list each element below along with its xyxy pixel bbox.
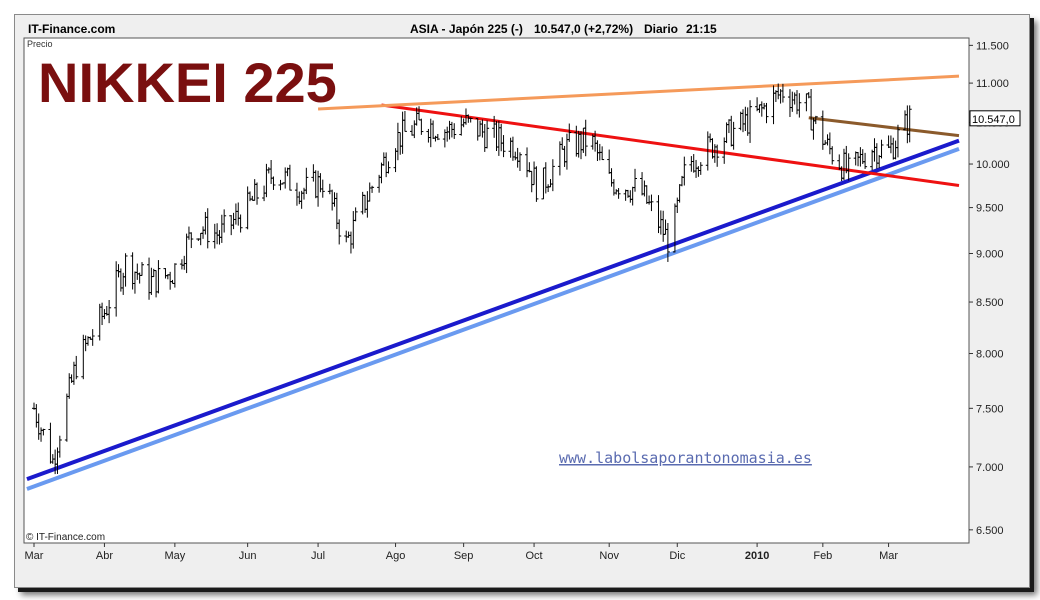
price-bar — [846, 153, 851, 181]
price-bar — [895, 124, 900, 158]
x-tick-label: 2010 — [745, 550, 769, 562]
price-bar — [485, 120, 490, 149]
trendline-short-brown — [808, 116, 960, 138]
price-bar — [90, 329, 95, 346]
price-bar — [731, 121, 736, 150]
price-bar — [830, 146, 835, 165]
price-bar — [57, 435, 62, 458]
price-bar — [255, 182, 260, 205]
price-bar — [600, 146, 605, 161]
price-bar — [649, 194, 654, 212]
y-tick-label: 9.000 — [976, 248, 1004, 260]
price-bar — [386, 161, 391, 174]
price-bar — [813, 115, 818, 125]
x-axis: Mar Abr May Jun Jul Ago Sep Oct Nov Dic 2010 Feb Mar — [25, 543, 898, 562]
price-bar — [764, 102, 769, 124]
price-bar — [633, 168, 638, 192]
price-bar — [353, 207, 358, 222]
y-tick-label: 7.500 — [976, 403, 1004, 415]
x-tick-label: Oct — [526, 550, 543, 562]
price-bar — [435, 133, 440, 141]
price-bar — [139, 262, 144, 276]
y-tick-label: 8.500 — [976, 297, 1004, 309]
time-label: 21:15 — [686, 22, 717, 36]
price-bar — [517, 152, 522, 171]
x-tick-label: Mar — [879, 550, 898, 562]
x-tick-label: May — [164, 550, 185, 562]
x-tick-label: Feb — [813, 550, 832, 562]
price-bar — [337, 219, 342, 245]
price-bar — [205, 208, 210, 249]
footer-credit: © IT-Finance.com — [26, 532, 105, 543]
price-bar — [583, 119, 588, 157]
x-tick-label: Nov — [599, 550, 619, 562]
price-bar — [534, 166, 539, 202]
price-bar — [879, 139, 884, 159]
trendline-support-light — [26, 147, 960, 491]
price-bars — [32, 83, 912, 475]
price-bar — [698, 162, 703, 175]
price-bar — [797, 93, 802, 118]
x-tick-label: Mar — [25, 550, 44, 562]
trendlines — [26, 74, 960, 491]
y-tick-label: 8.000 — [976, 349, 1004, 361]
price-bar — [419, 118, 424, 135]
price-bar — [452, 123, 457, 139]
price-bar — [41, 428, 46, 436]
x-tick-label: Ago — [386, 550, 406, 562]
price-bar — [74, 355, 79, 380]
instrument-label: ASIA - Japón 225 (-) — [410, 22, 523, 36]
quote-label: 10.547,0 (+2,72%) — [534, 22, 633, 36]
price-bar — [189, 232, 194, 249]
price-bar — [748, 100, 753, 143]
watermark-link[interactable]: www.labolsaporantonomasia.es — [559, 449, 812, 467]
price-bar — [304, 167, 309, 195]
chart-title: NIKKEI 225 — [38, 51, 337, 114]
price-bar — [370, 185, 375, 193]
price-bar — [172, 263, 177, 288]
x-tick-label: Dic — [669, 550, 685, 562]
price-bar — [402, 110, 407, 132]
y-tick-label: 11.000 — [976, 78, 1009, 90]
price-bar — [550, 159, 555, 192]
price-bar — [271, 176, 276, 190]
price-bar — [156, 260, 161, 294]
y-tick-label: 9.500 — [976, 203, 1004, 215]
trendline-upper-orange — [317, 74, 960, 111]
price-bar — [107, 300, 112, 324]
price-bar — [501, 135, 506, 158]
y-tick-label: 11.500 — [976, 40, 1009, 52]
x-tick-label: Jun — [239, 550, 257, 562]
panel-label: Precio — [27, 39, 53, 49]
period-label: Diario — [644, 22, 678, 36]
price-bar — [320, 179, 325, 198]
price-bar — [715, 144, 720, 167]
price-bar — [287, 164, 292, 191]
x-tick-label: Jul — [311, 550, 325, 562]
source-label: IT-Finance.com — [28, 22, 115, 36]
price-bar — [123, 253, 128, 287]
price-bar — [238, 214, 243, 233]
trendline-support-dark — [26, 138, 960, 482]
price-bar — [222, 209, 227, 233]
y-tick-label: 10.000 — [976, 159, 1010, 171]
x-tick-label: Abr — [96, 550, 113, 562]
price-bar — [468, 117, 473, 123]
chart: IT-Finance.com ASIA - Japón 225 (-) 10.5… — [23, 22, 1021, 562]
y-tick-label: 6.500 — [976, 525, 1004, 537]
last-price-label: 10.547,0 — [972, 114, 1015, 126]
last-price-marker: 10.547,0 — [969, 110, 1021, 127]
price-bar — [780, 83, 785, 103]
price-bar — [616, 188, 621, 199]
x-tick-label: Sep — [454, 550, 474, 562]
price-bar — [863, 152, 868, 169]
y-tick-label: 7.000 — [976, 462, 1004, 474]
price-bar — [567, 123, 572, 142]
price-bar — [682, 156, 687, 186]
price-bar — [907, 105, 912, 143]
last-price-box — [969, 110, 1021, 127]
price-bar — [665, 222, 670, 262]
